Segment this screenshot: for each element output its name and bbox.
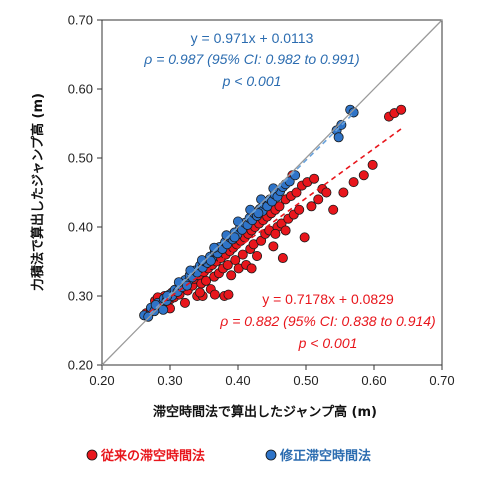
x-tick-label: 0.30 bbox=[157, 373, 182, 388]
data-point-red bbox=[194, 287, 205, 298]
data-point-blue bbox=[158, 304, 169, 315]
data-point-red bbox=[179, 297, 190, 308]
data-point-red bbox=[313, 194, 324, 205]
trendline-blue bbox=[149, 112, 355, 315]
blue-annotation-line-2: ρ = 0.987 (95% CI: 0.982 to 0.991) bbox=[143, 51, 359, 67]
data-point-red bbox=[209, 289, 220, 300]
data-point-red bbox=[268, 241, 279, 252]
data-point-red bbox=[277, 253, 288, 264]
y-tick-label: 0.30 bbox=[68, 289, 93, 304]
y-tick-label: 0.50 bbox=[68, 151, 93, 166]
data-point-red bbox=[338, 187, 349, 198]
data-point-blue bbox=[209, 242, 220, 253]
plot-frame bbox=[101, 19, 443, 366]
data-points bbox=[139, 104, 407, 322]
legend-label-red: 従来の滞空時間法 bbox=[100, 448, 205, 464]
data-point-red bbox=[367, 159, 378, 170]
y-tick-label: 0.40 bbox=[68, 220, 93, 235]
red-annotation-line-2: ρ = 0.882 (95% CI: 0.838 to 0.914) bbox=[219, 313, 435, 329]
data-point-red bbox=[291, 187, 302, 198]
y-tick-label: 0.70 bbox=[68, 13, 93, 28]
data-point-red bbox=[309, 173, 320, 184]
data-point-red bbox=[348, 177, 359, 188]
data-point-blue bbox=[333, 132, 344, 143]
legend-marker-red bbox=[86, 449, 98, 461]
x-tick-label: 0.20 bbox=[89, 373, 114, 388]
x-tick-label: 0.70 bbox=[429, 373, 454, 388]
data-point-blue bbox=[229, 232, 240, 243]
plot-border bbox=[101, 19, 443, 366]
data-point-red bbox=[201, 275, 212, 286]
legend: 従来の滞空時間法 修正滞空時間法 bbox=[86, 448, 371, 464]
x-tick-label: 0.40 bbox=[225, 373, 250, 388]
data-point-blue bbox=[253, 208, 264, 219]
data-point-red bbox=[299, 232, 310, 243]
data-point-red bbox=[252, 250, 263, 261]
red-annotation-line-1: y = 0.7178x + 0.0829 bbox=[262, 291, 394, 307]
data-point-red bbox=[321, 187, 332, 198]
x-tick-label: 0.50 bbox=[293, 373, 318, 388]
y-tick-label: 0.60 bbox=[68, 82, 93, 97]
y-axis-title: 力積法で算出したジャンプ高 (m) bbox=[30, 93, 46, 291]
data-point-red bbox=[222, 259, 233, 270]
x-tick-label: 0.60 bbox=[361, 373, 386, 388]
data-point-red bbox=[280, 225, 291, 236]
red-annotation: y = 0.7178x + 0.0829 ρ = 0.882 (95% CI: … bbox=[219, 291, 435, 351]
trendline-red bbox=[149, 128, 402, 313]
data-point-red bbox=[358, 170, 369, 181]
data-point-red bbox=[274, 201, 285, 212]
data-point-red bbox=[294, 204, 305, 215]
reference-lines bbox=[101, 19, 443, 366]
data-point-red bbox=[223, 289, 234, 300]
blue-annotation: y = 0.971x + 0.0113 ρ = 0.987 (95% CI: 0… bbox=[143, 30, 359, 89]
data-point-red bbox=[306, 201, 317, 212]
data-point-red bbox=[237, 249, 248, 260]
data-point-red bbox=[230, 255, 241, 266]
data-point-blue bbox=[205, 255, 216, 266]
identity-line bbox=[101, 19, 443, 366]
legend-marker-blue bbox=[265, 449, 277, 461]
red-annotation-line-3: p < 0.001 bbox=[298, 335, 358, 351]
x-axis-title: 滞空時間法で算出したジャンプ高 (m) bbox=[153, 404, 377, 420]
data-point-red bbox=[328, 204, 339, 215]
blue-annotation-line-3: p < 0.001 bbox=[222, 73, 282, 89]
legend-label-blue: 修正滞空時間法 bbox=[279, 448, 371, 464]
data-point-red bbox=[246, 263, 257, 274]
data-point-red bbox=[270, 228, 281, 239]
data-point-red bbox=[226, 270, 237, 281]
axis-ticks: 0.20 0.30 0.40 0.50 0.60 0.70 0.20 0.30 0.40 0.50… bbox=[68, 13, 455, 389]
data-point-red bbox=[396, 104, 407, 115]
blue-annotation-line-1: y = 0.971x + 0.0113 bbox=[191, 30, 314, 46]
y-tick-label: 0.20 bbox=[68, 358, 93, 373]
